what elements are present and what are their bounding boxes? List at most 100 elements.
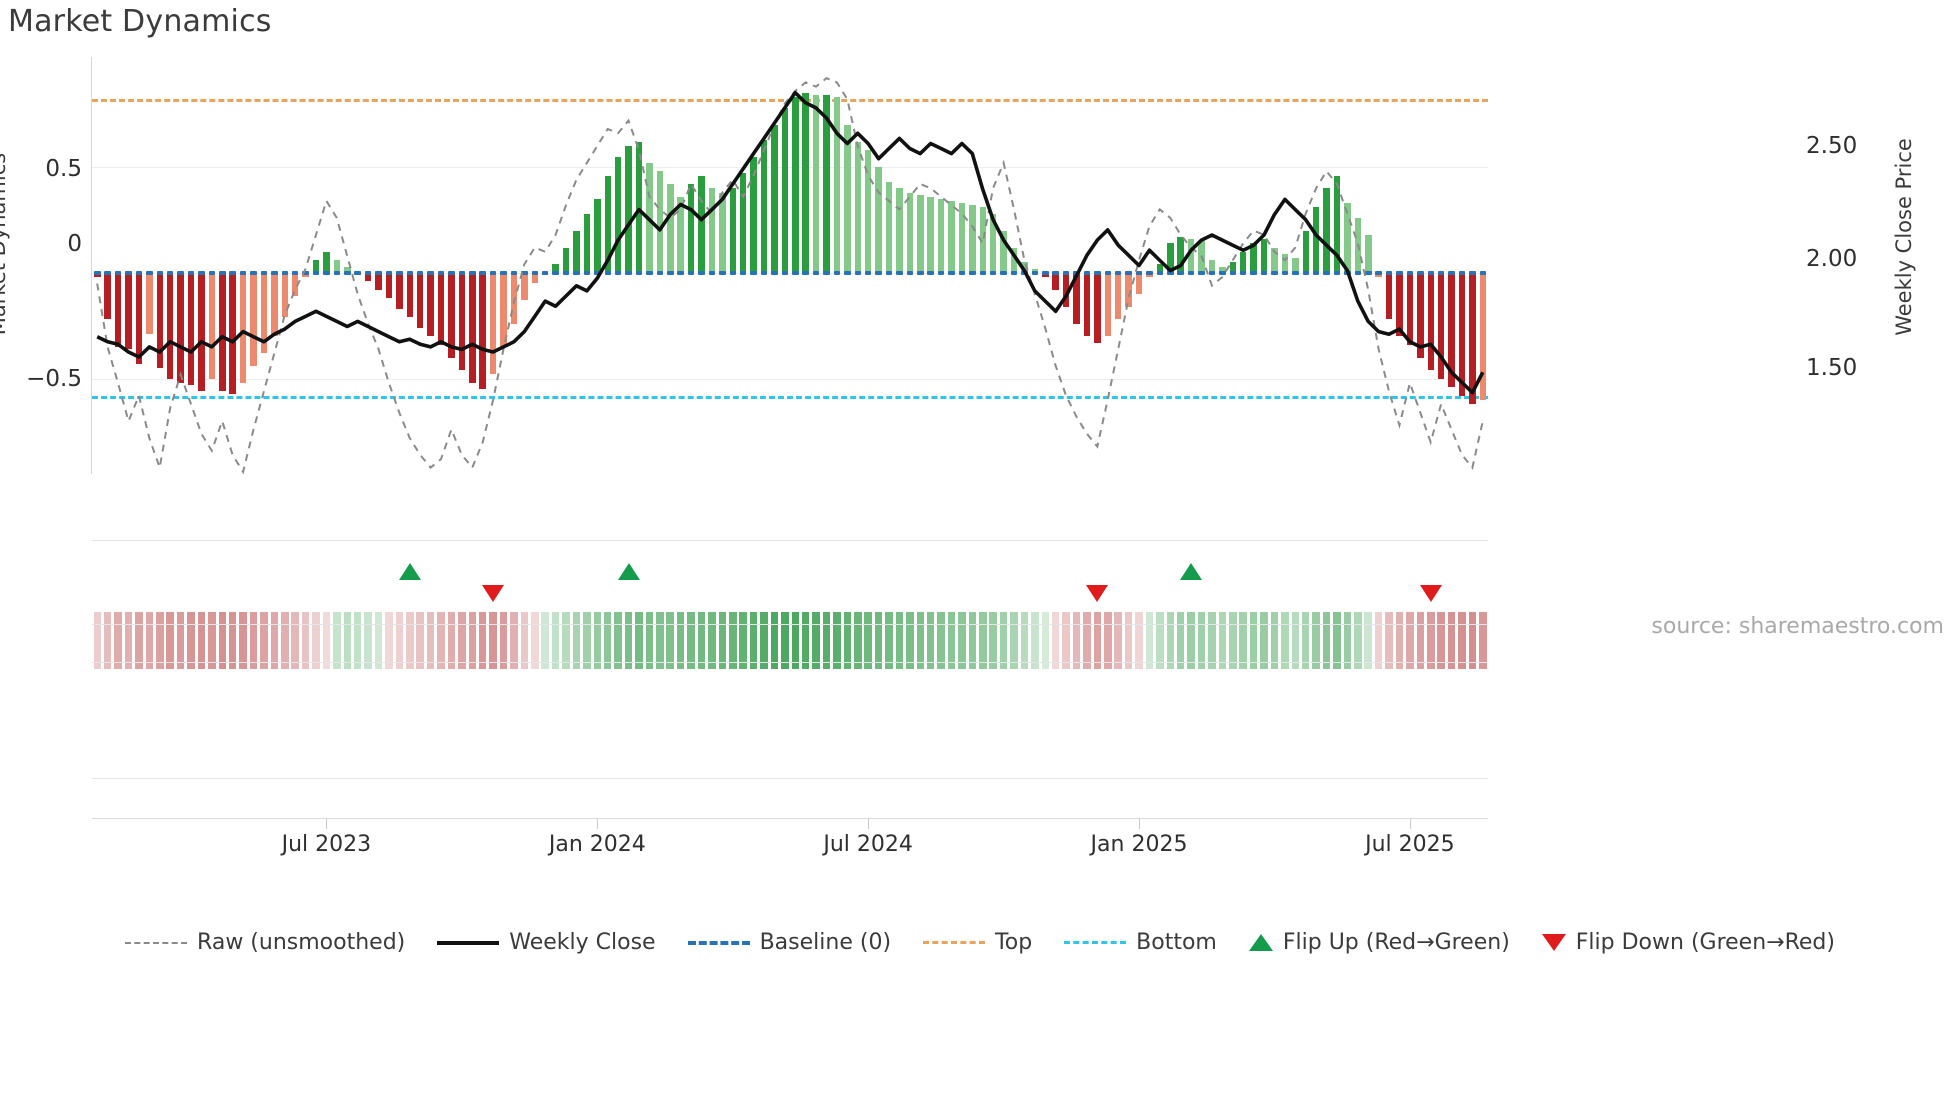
heat-cell[interactable]	[1093, 612, 1102, 669]
dynamics-bar[interactable]	[1458, 272, 1466, 396]
heat-cell[interactable]	[531, 612, 539, 669]
dynamics-bar[interactable]	[583, 213, 591, 273]
heat-cell[interactable]	[1197, 612, 1206, 669]
dynamics-bar[interactable]	[1010, 247, 1018, 273]
dynamics-bar[interactable]	[823, 95, 830, 273]
heat-cell[interactable]	[489, 612, 497, 669]
heat-cell[interactable]	[312, 612, 320, 669]
dynamics-bar[interactable]	[177, 272, 184, 383]
heat-cell[interactable]	[1322, 612, 1331, 669]
heat-cell[interactable]	[572, 612, 581, 669]
heat-cell[interactable]	[1291, 612, 1299, 669]
heat-cell[interactable]	[1145, 612, 1154, 669]
dynamics-bar[interactable]	[1219, 266, 1226, 273]
legend-item-4[interactable]: Bottom	[1064, 930, 1217, 955]
heat-cell[interactable]	[145, 612, 153, 669]
dynamics-bar[interactable]	[896, 188, 903, 273]
dynamics-bar[interactable]	[333, 260, 341, 273]
dynamics-bar[interactable]	[1167, 243, 1174, 273]
dynamics-bar[interactable]	[135, 272, 143, 364]
flip-up-marker[interactable]	[617, 563, 640, 580]
heat-cell[interactable]	[812, 612, 820, 669]
heat-cell[interactable]	[916, 612, 924, 669]
heat-cell[interactable]	[926, 612, 935, 669]
heat-cell[interactable]	[1447, 612, 1456, 669]
heat-cell[interactable]	[1249, 612, 1258, 669]
dynamics-bar[interactable]	[1000, 230, 1007, 273]
dynamics-bar[interactable]	[271, 272, 278, 337]
flip-down-marker[interactable]	[1086, 585, 1109, 602]
heat-cell[interactable]	[114, 612, 122, 669]
heat-cell[interactable]	[833, 612, 841, 669]
dynamics-bar[interactable]	[1396, 272, 1403, 337]
heat-cell[interactable]	[270, 612, 279, 669]
heat-cell[interactable]	[603, 612, 612, 669]
dynamics-bar[interactable]	[1156, 264, 1164, 273]
heat-cell[interactable]	[228, 612, 237, 669]
heat-cell[interactable]	[781, 612, 789, 669]
heat-cell[interactable]	[1364, 612, 1372, 669]
dynamics-bar[interactable]	[500, 272, 507, 347]
dynamics-bar[interactable]	[166, 272, 174, 379]
dynamics-bar[interactable]	[937, 198, 945, 273]
heat-cell[interactable]	[322, 612, 331, 669]
dynamics-bar[interactable]	[1260, 239, 1268, 273]
heat-cell[interactable]	[1218, 612, 1227, 669]
dynamics-bar[interactable]	[1281, 253, 1289, 273]
dynamics-bar[interactable]	[917, 194, 924, 273]
heat-cell[interactable]	[301, 612, 310, 669]
dynamics-bar[interactable]	[687, 184, 695, 273]
heat-cell[interactable]	[478, 612, 487, 669]
heat-cell[interactable]	[395, 612, 404, 669]
heat-cell[interactable]	[624, 612, 633, 669]
heat-cell[interactable]	[885, 612, 893, 669]
dynamics-bar[interactable]	[281, 272, 288, 318]
dynamics-bar[interactable]	[1469, 272, 1476, 405]
heat-cell[interactable]	[729, 612, 737, 669]
dynamics-bar[interactable]	[125, 272, 132, 350]
heat-cell[interactable]	[166, 612, 174, 669]
heat-cell[interactable]	[906, 612, 914, 669]
main-plot-area[interactable]	[92, 57, 1488, 475]
heat-cell[interactable]	[1104, 612, 1112, 669]
dynamics-bar[interactable]	[1427, 272, 1434, 371]
dynamics-bar[interactable]	[1094, 272, 1101, 343]
heat-cell[interactable]	[187, 612, 195, 669]
dynamics-bar[interactable]	[344, 266, 351, 273]
dynamics-bar[interactable]	[291, 272, 299, 297]
dynamics-bar[interactable]	[989, 213, 997, 273]
dynamics-bar[interactable]	[604, 175, 611, 273]
legend-item-6[interactable]: Flip Down (Green→Red)	[1541, 930, 1835, 955]
dynamics-bar[interactable]	[594, 198, 601, 273]
heat-cell[interactable]	[353, 612, 362, 669]
heat-cell[interactable]	[947, 612, 956, 669]
heat-cell[interactable]	[1270, 612, 1279, 669]
dynamics-bar[interactable]	[812, 95, 820, 273]
heat-cell[interactable]	[364, 612, 372, 669]
dynamics-bar[interactable]	[229, 272, 236, 394]
heat-cell[interactable]	[1031, 612, 1039, 669]
heat-cell[interactable]	[1468, 612, 1477, 669]
heat-cell[interactable]	[1166, 612, 1174, 669]
heat-cell[interactable]	[843, 612, 851, 669]
heat-cell[interactable]	[197, 612, 206, 669]
dynamics-bar[interactable]	[1104, 272, 1111, 337]
heat-cell[interactable]	[1333, 612, 1341, 669]
dynamics-bar[interactable]	[187, 272, 195, 386]
dynamics-bar[interactable]	[1271, 247, 1278, 273]
dynamics-bar[interactable]	[1333, 175, 1341, 273]
heat-cell[interactable]	[979, 612, 987, 669]
heat-cell[interactable]	[874, 612, 883, 669]
heat-cell[interactable]	[697, 612, 706, 669]
dynamics-bar[interactable]	[489, 272, 497, 375]
legend-item-5[interactable]: Flip Up (Red→Green)	[1248, 930, 1510, 955]
dynamics-bar[interactable]	[1302, 230, 1309, 273]
heat-cell[interactable]	[687, 612, 695, 669]
dynamics-bar[interactable]	[1073, 272, 1080, 324]
dynamics-bar[interactable]	[1125, 272, 1132, 307]
dynamics-bar[interactable]	[614, 156, 622, 273]
heat-cell[interactable]	[156, 612, 164, 669]
heat-cell[interactable]	[135, 612, 143, 669]
heat-cell[interactable]	[520, 612, 529, 669]
dynamics-bar[interactable]	[1083, 272, 1091, 337]
